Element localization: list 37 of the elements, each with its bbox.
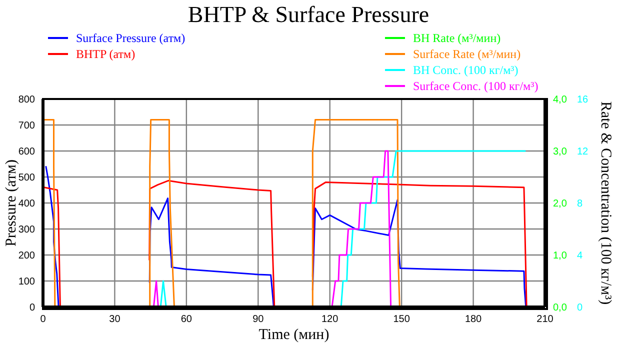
x-tick-label: 120 xyxy=(322,314,339,326)
legend-label: Surface Pressure (атм) xyxy=(76,30,186,46)
x-tick-label: 0 xyxy=(40,314,46,326)
y-tick-label: 500 xyxy=(18,172,36,184)
y2-tick-label: 0,0 xyxy=(553,302,568,314)
y-tick-label: 100 xyxy=(18,276,36,288)
y-tick-label: 300 xyxy=(18,224,36,236)
y2-tick-label: 4,0 xyxy=(553,94,568,106)
y3-tick-label: 8 xyxy=(577,198,583,210)
x-tick-label: 150 xyxy=(393,314,410,326)
y3-tick-label: 4 xyxy=(577,250,583,262)
y2-tick-label: 3,0 xyxy=(553,146,568,158)
y-tick-label: 800 xyxy=(18,94,36,106)
x-tick-label: 30 xyxy=(109,314,121,326)
x-tick-label: 60 xyxy=(180,314,192,326)
y3-tick-label: 0 xyxy=(577,302,583,314)
x-tick-label: 210 xyxy=(536,314,554,326)
y-tick-label: 0 xyxy=(29,302,36,314)
y3-tick-label: 12 xyxy=(577,146,589,158)
y-tick-label: 600 xyxy=(18,146,36,158)
legend-label: BH Conc. (100 кг/м³) xyxy=(413,62,518,78)
y3-tick-label: 16 xyxy=(577,94,589,106)
legend-label: BHTP (атм) xyxy=(76,46,136,62)
legend-label: BH Rate (м³/мин) xyxy=(413,30,501,46)
x-tick-label: 180 xyxy=(464,314,482,326)
y-tick-label: 200 xyxy=(18,250,36,262)
y2-tick-label: 1,0 xyxy=(553,250,568,262)
chart-title: BHTP & Surface Pressure xyxy=(186,2,430,28)
y-axis-title: Pressure (атм) xyxy=(3,160,20,246)
y-tick-label: 700 xyxy=(18,120,36,132)
y2-axis-title: Rate & Concentration (100 кг/м³) xyxy=(598,101,614,305)
legend-label: Surface Conc. (100 кг/м³) xyxy=(413,78,538,94)
y-tick-label: 400 xyxy=(18,198,36,210)
x-axis-title: Time (мин) xyxy=(258,327,330,343)
x-tick-label: 90 xyxy=(252,314,264,326)
legend-label: Surface Rate (м³/мин) xyxy=(413,46,521,62)
y2-tick-label: 2,0 xyxy=(553,198,568,210)
